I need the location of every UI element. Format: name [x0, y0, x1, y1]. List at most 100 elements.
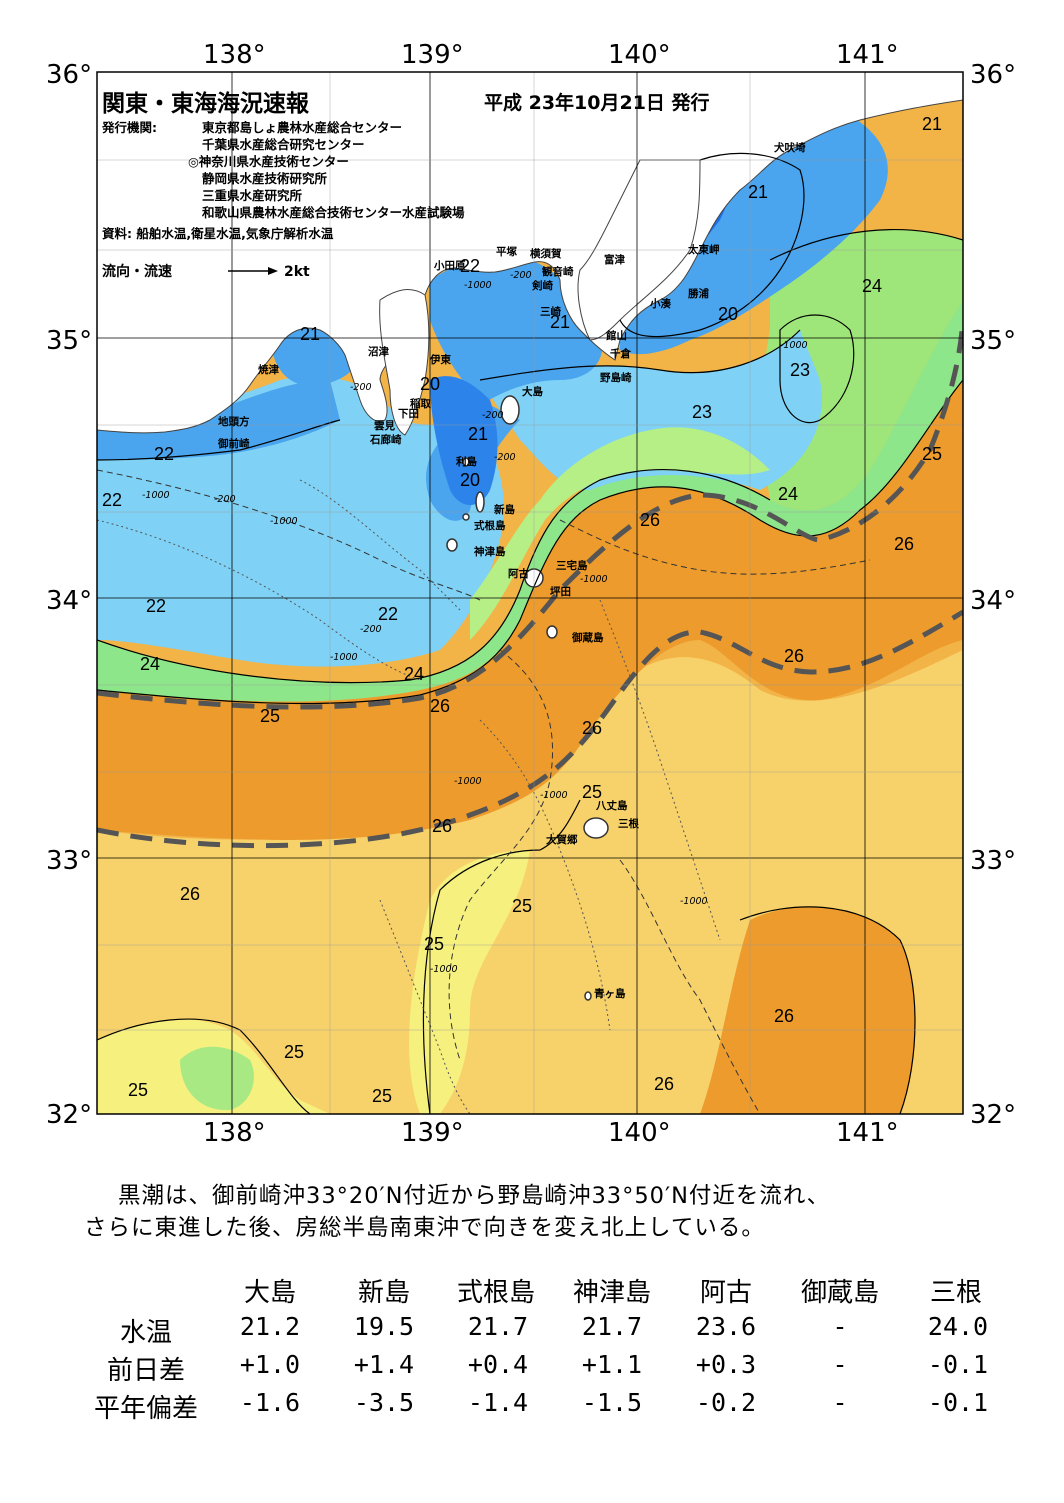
isotherm-label: 20 — [718, 304, 739, 324]
isotherm-label: 22 — [102, 490, 123, 510]
table-header: 三根 — [929, 1278, 982, 1308]
place-aogashima: 青ヶ島 — [594, 988, 626, 1000]
place-taitomisaki: 太東岬 — [688, 244, 720, 256]
place-tsubota: 坪田 — [550, 586, 571, 598]
isotherm-label: 25 — [922, 444, 943, 464]
table-cell: 19.5 — [353, 1312, 415, 1341]
depth-label: -1000 — [330, 652, 358, 663]
isotherm-label: 21 — [468, 424, 489, 444]
lon-label-139-top: 139° — [401, 40, 464, 70]
island-aogashima — [584, 991, 592, 1001]
place-yokosuka: 横須賀 — [530, 248, 562, 260]
map-title: 関東・東海海況速報 — [102, 91, 309, 117]
depth-label: -1000 — [464, 280, 492, 291]
kuroshio-axis — [97, 319, 963, 849]
dashed-contours — [97, 469, 871, 1114]
water-light-green — [470, 427, 770, 640]
water-blue-izu — [430, 376, 498, 505]
place-hiratsuka: 平塚 — [496, 246, 517, 258]
isotherm-label: 25 — [128, 1080, 149, 1100]
place-ako: 阿古 — [508, 568, 529, 580]
place-kannonzaki: 観音崎 — [542, 266, 574, 278]
table-cell: - — [832, 1350, 848, 1379]
table-header: 式根島 — [456, 1278, 535, 1308]
row-label-day-diff: 前日差 — [106, 1356, 185, 1386]
isotherm-label: 22 — [154, 444, 175, 464]
water-deep-orange-sw — [97, 695, 430, 826]
depth-label: -1000 — [142, 490, 170, 501]
table-cell: +1.4 — [353, 1350, 415, 1379]
minor-grid — [97, 72, 963, 1114]
lon-label-141-bottom: 141° — [836, 1118, 899, 1148]
place-chikura: 千倉 — [610, 348, 631, 360]
isotherm-label: 24 — [140, 654, 161, 674]
depth-label: -1000 — [270, 516, 298, 527]
lon-label-139-bottom: 139° — [401, 1118, 464, 1148]
isotherm-label: 22 — [460, 256, 481, 276]
table-header: 大島 — [243, 1278, 296, 1308]
isotherm-label: 20 — [460, 470, 481, 490]
depth-label: -1000 — [580, 574, 608, 585]
depth-label: -200 — [360, 624, 382, 635]
isotherm-label: 26 — [654, 1074, 675, 1094]
place-tsurugizaki: 剣崎 — [532, 280, 553, 292]
isotherm-label: 26 — [640, 510, 661, 530]
island-kozushima — [446, 538, 458, 552]
isotherm-label: 26 — [432, 816, 453, 836]
place-nojimazaki: 野島崎 — [600, 372, 632, 384]
isotherm-label: 21 — [550, 312, 571, 332]
island-mikurajima — [546, 625, 558, 639]
data-source: 資料: 船舶水温,衛星水温,気象庁解析水温 — [102, 226, 334, 241]
table-cell: +1.1 — [581, 1350, 643, 1379]
isotherm-label: 20 — [420, 374, 441, 394]
issue-date: 平成 23年10月21日 発行 — [484, 92, 710, 114]
table-cell: -0.1 — [927, 1350, 989, 1379]
depth-label: -200 — [482, 410, 504, 421]
place-misaki: 三崎 — [540, 306, 561, 318]
place-toshima: 利島 — [456, 456, 477, 468]
lat-label-34-right: 34° — [970, 586, 1017, 616]
table-cell: 21.7 — [467, 1312, 529, 1341]
island-hachijojima — [583, 817, 609, 839]
table-cell: -1.4 — [467, 1388, 529, 1417]
flow-legend-label: 流向・流速 — [102, 264, 172, 280]
lat-label-35-right: 35° — [970, 326, 1017, 356]
table-cell: -0.1 — [927, 1388, 989, 1417]
publisher-1: 東京都島しょ農林水産総合センター — [202, 120, 403, 135]
depth-label: -1000 — [680, 896, 708, 907]
place-katsuura: 勝浦 — [688, 288, 709, 300]
place-shimoda: 下田 — [398, 408, 419, 420]
depth-contours — [97, 479, 721, 1114]
place-oshima: 大島 — [522, 386, 543, 398]
depth-label: -200 — [510, 270, 532, 281]
depth-label: -1000 — [454, 776, 482, 787]
place-omaezaki: 御前崎 — [218, 438, 250, 450]
table-cell: +0.4 — [467, 1350, 529, 1379]
place-kominato: 小湊 — [650, 298, 671, 310]
lat-label-36-left: 36° — [46, 60, 93, 90]
depth-label: -200 — [494, 452, 516, 463]
publisher-3: ◎神奈川県水産技術センター — [188, 154, 349, 169]
isotherm-label: 25 — [284, 1042, 305, 1062]
place-jitogata: 地頭方 — [218, 416, 250, 428]
table-cell: -3.5 — [353, 1388, 415, 1417]
lat-label-33-right: 33° — [970, 846, 1017, 876]
place-mitsune: 三根 — [618, 818, 639, 830]
isotherm-label: 24 — [778, 484, 799, 504]
lat-label-33-left: 33° — [46, 846, 93, 876]
place-kozushima: 神津島 — [474, 546, 506, 558]
map-frame — [96, 71, 964, 1115]
table-cell: -1.5 — [581, 1388, 643, 1417]
table-cell: +0.3 — [695, 1350, 757, 1379]
isotherm-label: 26 — [894, 534, 915, 554]
isotherm-label: 26 — [430, 696, 451, 716]
isotherm-label: 22 — [378, 604, 399, 624]
isotherm-label: 24 — [404, 664, 425, 684]
isotherm-label: 26 — [784, 646, 805, 666]
water-blue-boso-edge — [620, 95, 888, 355]
isotherm-label: 23 — [692, 402, 713, 422]
place-shikinejima: 式根島 — [474, 520, 506, 532]
isotherm-label: 26 — [774, 1006, 795, 1026]
lat-label-36-right: 36° — [970, 60, 1017, 90]
row-label-normal-deviation: 平年偏差 — [93, 1394, 198, 1424]
